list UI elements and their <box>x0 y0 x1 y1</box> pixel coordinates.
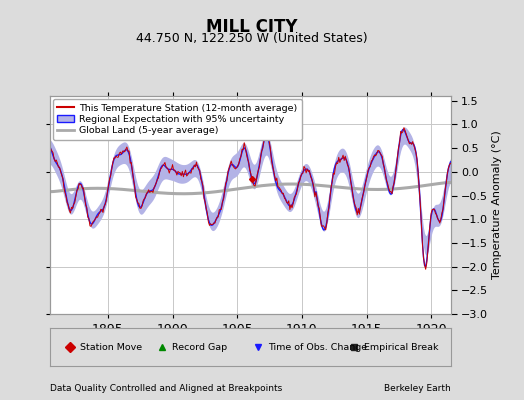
Text: MILL CITY: MILL CITY <box>206 18 297 36</box>
Text: Station Move: Station Move <box>80 342 142 352</box>
Text: Berkeley Earth: Berkeley Earth <box>384 384 451 393</box>
Y-axis label: Temperature Anomaly (°C): Temperature Anomaly (°C) <box>493 131 503 279</box>
Text: Record Gap: Record Gap <box>172 342 227 352</box>
Text: Data Quality Controlled and Aligned at Breakpoints: Data Quality Controlled and Aligned at B… <box>50 384 282 393</box>
Text: Time of Obs. Change: Time of Obs. Change <box>268 342 367 352</box>
Text: Empirical Break: Empirical Break <box>365 342 439 352</box>
Legend: This Temperature Station (12-month average), Regional Expectation with 95% uncer: This Temperature Station (12-month avera… <box>52 99 302 140</box>
Text: 44.750 N, 122.250 W (United States): 44.750 N, 122.250 W (United States) <box>136 32 367 45</box>
